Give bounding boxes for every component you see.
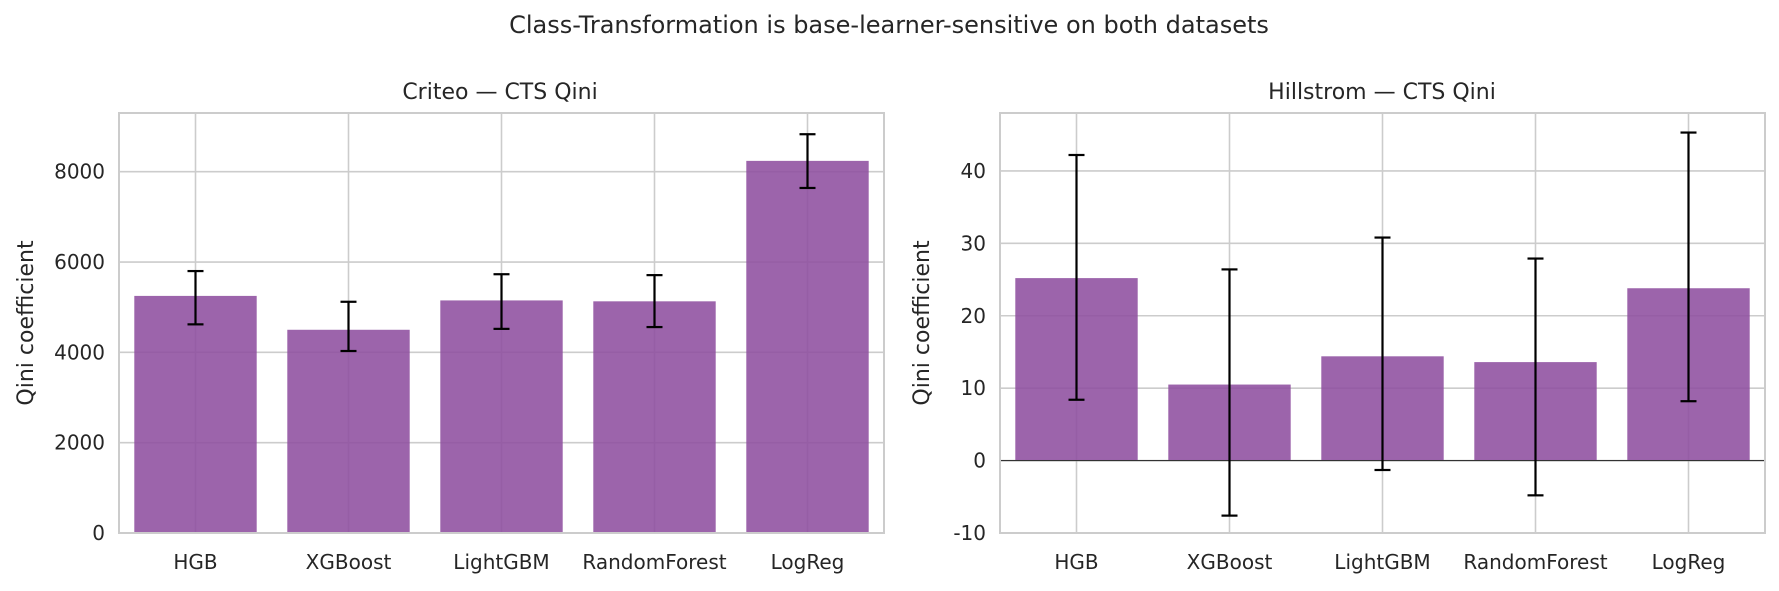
criteo-bar-hgb [134,295,257,533]
criteo-error-bar-randomforest [646,274,663,329]
criteo-panel: Criteo — CTS Qini Qini coefficient 0 2000… [14,80,885,574]
criteo-bar-randomforest [593,301,716,533]
hillstrom-y-tick-label: 0 [973,449,986,473]
hillstrom-error-bar-randomforest [1527,257,1544,497]
hillstrom-error-bar-lightgbm [1374,236,1391,472]
hillstrom-y-tick-label: 20 [961,304,986,328]
criteo-panel-title: Criteo — CTS Qini [402,80,597,105]
hillstrom-x-tick-label: RandomForest [1463,550,1607,574]
criteo-bar-lightgbm [440,300,563,533]
hillstrom-error-bar-xgboost [1221,268,1238,517]
figure-title: Class-Transformation is base-learner-sen… [509,11,1269,39]
criteo-x-tick-label: XGBoost [306,550,392,574]
hillstrom-x-tick-label: XGBoost [1187,550,1273,574]
criteo-error-bar-hgb [187,269,204,326]
hillstrom-y-tick-label: -10 [953,521,986,545]
criteo-y-tick-label: 4000 [54,340,105,364]
criteo-y-tick-label: 6000 [54,250,105,274]
criteo-bar-logreg [746,160,869,533]
hillstrom-error-bar-hgb [1068,153,1085,401]
criteo-x-tick-label: LightGBM [453,550,549,574]
hillstrom-y-tick-label: 30 [961,231,986,255]
hillstrom-y-tick-label: 40 [961,159,986,183]
criteo-plot-frame [118,112,885,534]
criteo-x-tick-label: LogReg [771,550,845,574]
hillstrom-y-axis-label: Qini coefficient [910,240,935,406]
hillstrom-x-tick-label: LogReg [1652,550,1726,574]
hillstrom-plot-frame [999,112,1766,534]
criteo-error-bar-xgboost [340,300,357,353]
criteo-x-tick-label: RandomForest [582,550,726,574]
hillstrom-error-bar-logreg [1680,131,1697,403]
criteo-y-tick-label: 0 [92,521,105,545]
hillstrom-panel: Hillstrom — CTS Qini Qini coefficient -1… [910,80,1766,574]
criteo-y-axis-label: Qini coefficient [14,240,39,406]
criteo-x-tick-label: HGB [173,550,217,574]
criteo-error-bar-logreg [799,133,816,190]
criteo-error-bar-lightgbm [493,273,510,330]
criteo-bar-xgboost [287,329,410,533]
hillstrom-panel-title: Hillstrom — CTS Qini [1268,80,1496,105]
criteo-y-tick-label: 2000 [54,431,105,455]
criteo-y-tick-label: 8000 [54,160,105,184]
hillstrom-x-tick-label: HGB [1054,550,1098,574]
hillstrom-y-tick-label: 10 [961,376,986,400]
hillstrom-x-tick-label: LightGBM [1334,550,1430,574]
